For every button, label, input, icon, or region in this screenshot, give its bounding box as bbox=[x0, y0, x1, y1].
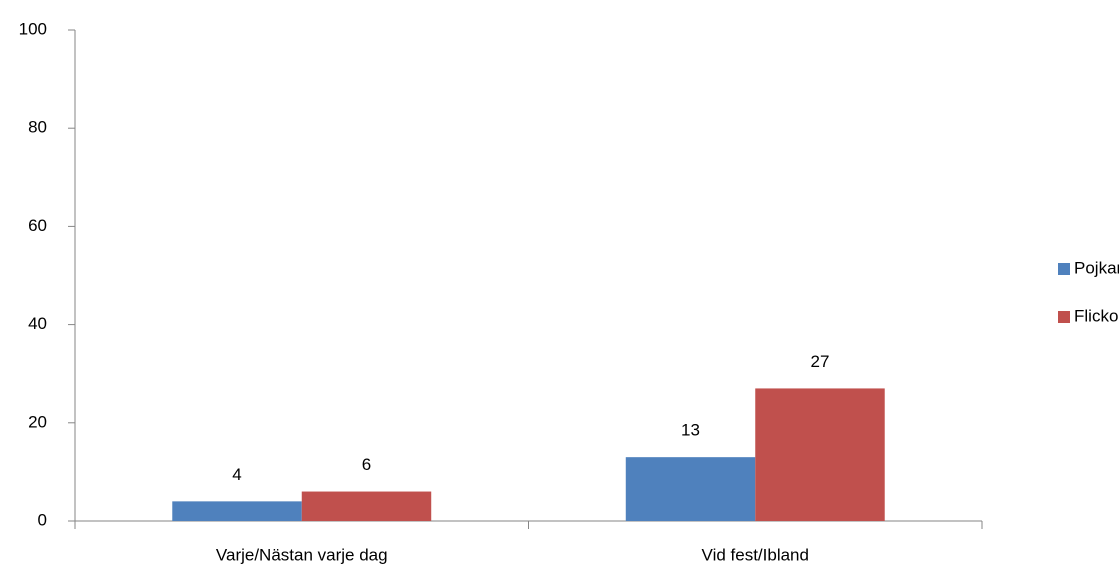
y-tick-label: 40 bbox=[28, 314, 47, 333]
data-label: 13 bbox=[681, 421, 700, 440]
bar bbox=[625, 457, 756, 521]
data-label: 6 bbox=[362, 455, 371, 474]
legend-label: Flickor bbox=[1074, 306, 1119, 325]
bar bbox=[755, 388, 885, 521]
data-label: 27 bbox=[811, 352, 830, 371]
legend-swatch bbox=[1058, 311, 1070, 323]
x-tick-label: Varje/Nästan varje dag bbox=[216, 545, 388, 564]
legend-label: Pojkar bbox=[1074, 258, 1119, 277]
y-tick-label: 0 bbox=[38, 510, 47, 529]
x-tick-label: Vid fest/Ibland bbox=[702, 545, 809, 564]
data-label: 4 bbox=[232, 465, 241, 484]
y-tick-label: 60 bbox=[28, 216, 47, 235]
bar bbox=[172, 501, 302, 521]
y-tick-label: 80 bbox=[28, 118, 47, 137]
y-tick-label: 100 bbox=[19, 19, 47, 38]
bar bbox=[301, 491, 432, 521]
y-tick-label: 20 bbox=[28, 412, 47, 431]
legend-swatch bbox=[1058, 263, 1070, 275]
